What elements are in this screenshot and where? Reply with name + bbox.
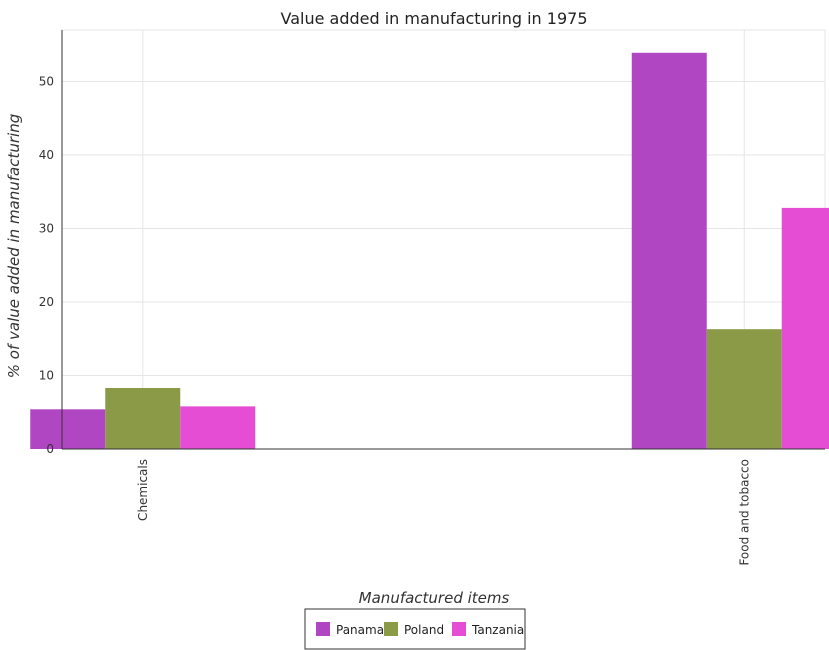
x-tick-label: Food and tobacco: [737, 459, 751, 566]
bar-tanzania-1: [781, 207, 829, 449]
x-axis-label: Manufactured items: [359, 589, 510, 607]
bar-poland-1: [706, 329, 782, 449]
y-axis-label: % of value added in manufacturing: [5, 114, 23, 378]
axes-group: 0 10 20 30 40 50 Chemicals Food and tobacco: [39, 30, 825, 566]
legend-label-panama: Panama: [336, 623, 384, 637]
y-tick-label: 20: [39, 295, 54, 309]
bars-group: [30, 52, 829, 449]
y-tick-label: 50: [39, 74, 54, 88]
y-tick-label: 40: [39, 148, 54, 162]
legend-swatch-panama: [316, 622, 330, 636]
y-tick-label: 10: [39, 368, 54, 382]
y-tick-label: 30: [39, 221, 54, 235]
legend-box: [304, 608, 526, 650]
bar-panama-0: [30, 409, 106, 449]
bar-poland-0: [105, 387, 181, 449]
legend-label-tanzania: Tanzania: [471, 623, 524, 637]
x-tick-label: Chemicals: [136, 459, 150, 521]
legend-label-poland: Poland: [404, 623, 444, 637]
legend: Panama Poland Tanzania: [304, 608, 526, 650]
bar-tanzania-0: [180, 406, 256, 449]
chart-title: Value added in manufacturing in 1975: [280, 9, 587, 28]
legend-swatch-tanzania: [452, 622, 466, 636]
bar-panama-1: [631, 52, 707, 449]
legend-swatch-poland: [384, 622, 398, 636]
y-tick-label: 0: [46, 442, 54, 456]
